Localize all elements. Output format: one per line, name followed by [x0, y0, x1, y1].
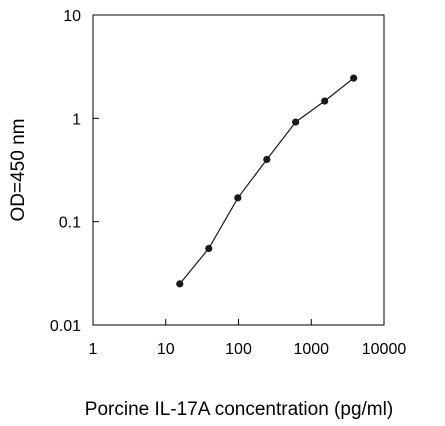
data-point — [234, 194, 242, 202]
ticks-layer: 1 10 100 1000 10000 0.01 0.1 1 10 — [50, 8, 406, 358]
x-tick-label: 10000 — [362, 341, 407, 358]
data-point — [176, 280, 184, 288]
y-axis-title: OD=450 nm — [8, 119, 29, 222]
y-tick-label: 10 — [63, 8, 81, 25]
x-tick-label: 10 — [157, 341, 175, 358]
data-point — [263, 155, 271, 164]
data-point — [350, 74, 358, 82]
data-point — [205, 244, 213, 253]
x-axis-title: Porcine IL-17A concentration (pg/ml) — [85, 399, 393, 420]
data-point — [292, 118, 300, 126]
x-tick-label: 1 — [89, 341, 98, 358]
series-line — [179, 77, 355, 285]
x-tick-label: 1000 — [293, 341, 329, 358]
plot-frame — [92, 14, 385, 326]
y-tick-label: 1 — [72, 111, 81, 128]
series-layer — [176, 74, 358, 288]
data-point — [321, 97, 329, 105]
y-tick-label: 0.1 — [59, 215, 81, 232]
x-tick-label: 100 — [225, 341, 252, 358]
y-tick-label: 0.01 — [50, 318, 81, 335]
